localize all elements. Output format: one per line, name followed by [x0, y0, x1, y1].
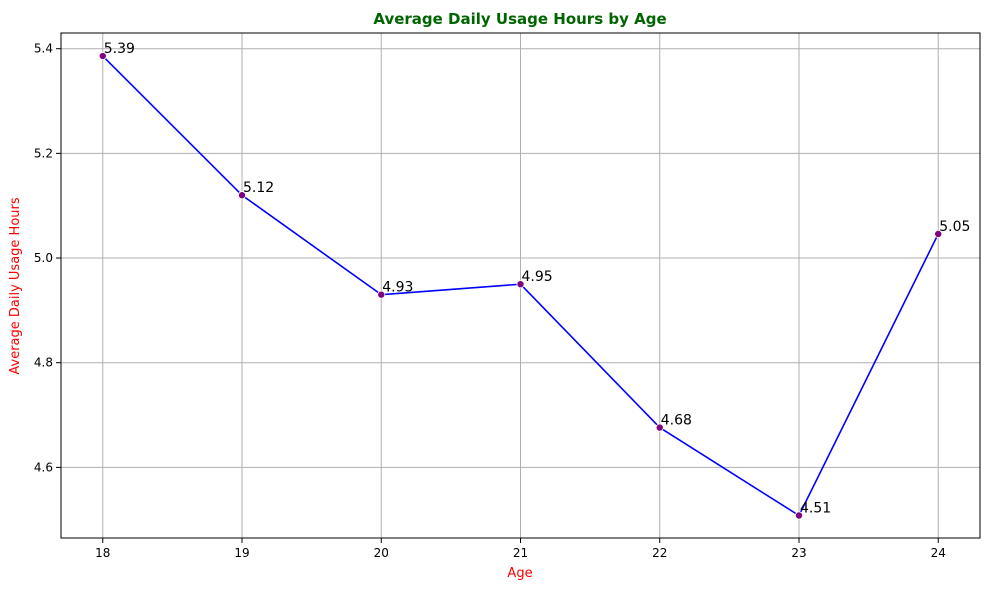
y-tick-label: 5.0 — [34, 251, 53, 265]
data-label: 5.12 — [243, 180, 274, 196]
data-point — [794, 511, 803, 520]
x-tick-label: 18 — [95, 546, 110, 560]
y-tick-label: 4.6 — [34, 460, 53, 474]
x-tick-label: 21 — [513, 546, 528, 560]
x-axis-label: Age — [507, 566, 532, 581]
chart-title: Average Daily Usage Hours by Age — [373, 10, 666, 28]
data-labels: 5.39 5.12 4.93 4.95 4.68 4.51 5.05 — [104, 41, 971, 516]
data-point — [98, 52, 107, 61]
data-point — [516, 280, 525, 289]
data-label: 5.39 — [104, 41, 135, 57]
data-label: 4.68 — [661, 413, 692, 429]
data-label: 5.05 — [939, 219, 970, 235]
data-point — [655, 423, 664, 432]
x-tick-label: 23 — [791, 546, 806, 560]
data-point — [934, 229, 943, 238]
x-tick-label: 22 — [652, 546, 667, 560]
data-label: 4.95 — [522, 269, 553, 285]
y-axis-label: Average Daily Usage Hours — [8, 197, 23, 374]
data-point — [238, 191, 247, 200]
y-tick-label: 5.2 — [34, 146, 53, 160]
data-label: 4.93 — [382, 280, 413, 296]
data-label: 4.51 — [800, 500, 831, 516]
series-layer — [98, 52, 943, 520]
y-axis-ticks: 4.6 4.8 5.0 5.2 5.4 — [34, 42, 61, 474]
x-axis-ticks: 18 19 20 21 22 23 24 — [95, 538, 946, 560]
grid — [61, 33, 980, 538]
x-tick-label: 19 — [234, 546, 249, 560]
y-tick-label: 5.4 — [34, 42, 53, 56]
y-tick-label: 4.8 — [34, 356, 53, 370]
x-tick-label: 20 — [374, 546, 389, 560]
data-point — [377, 290, 386, 299]
x-tick-label: 24 — [931, 546, 946, 560]
